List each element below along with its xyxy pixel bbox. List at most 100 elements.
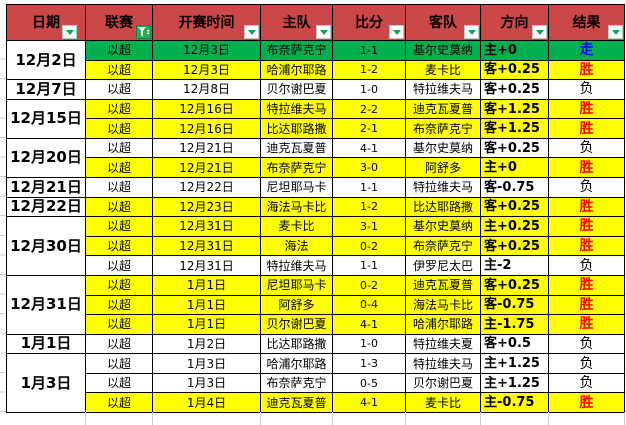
cell-away-team[interactable]: 哈浦尔耶路	[406, 315, 481, 335]
cell-kickoff-time[interactable]: 12月22日	[153, 178, 261, 198]
cell-handicap-direction[interactable]: 客+1.25	[481, 99, 549, 120]
cell-result[interactable]: 负	[549, 354, 625, 374]
column-header-home[interactable]: 主队	[261, 5, 333, 41]
date-group-cell[interactable]: 12月30日	[7, 217, 86, 276]
cell-handicap-direction[interactable]: 客+0.25	[481, 275, 549, 296]
filter-dropdown-icon[interactable]	[389, 25, 404, 39]
cell-score[interactable]: 0-2	[333, 236, 406, 257]
cell-score[interactable]: 2-2	[333, 99, 406, 120]
cell-away-team[interactable]: 阿舒多	[406, 158, 481, 179]
cell-handicap-direction[interactable]: 客-0.75	[481, 178, 549, 198]
cell-score[interactable]: 1-1	[333, 256, 406, 276]
cell-result[interactable]: 走	[549, 41, 625, 61]
date-group-cell[interactable]: 12月7日	[7, 80, 86, 100]
cell-away-team[interactable]: 布奈萨克宁	[406, 236, 481, 257]
cell-score[interactable]: 1-0	[333, 80, 406, 100]
cell-kickoff-time[interactable]: 1月1日	[153, 315, 261, 335]
cell-handicap-direction[interactable]: 客+0.25	[481, 138, 549, 159]
cell-league[interactable]: 以超	[86, 334, 153, 355]
filter-dropdown-icon[interactable]	[244, 25, 259, 39]
cell-handicap-direction[interactable]: 客-0.75	[481, 295, 549, 316]
cell-league[interactable]: 以超	[86, 158, 153, 179]
cell-league[interactable]: 以超	[86, 119, 153, 139]
cell-away-team[interactable]: 比达耶路撒	[406, 197, 481, 218]
cell-result[interactable]: 胜	[549, 158, 625, 179]
cell-handicap-direction[interactable]: 客+0.25	[481, 80, 549, 100]
cell-away-team[interactable]: 布奈萨克宁	[406, 119, 481, 139]
cell-home-team[interactable]: 布奈萨克宁	[261, 158, 333, 179]
cell-result[interactable]: 负	[549, 373, 625, 394]
cell-handicap-direction[interactable]: 主+0	[481, 158, 549, 179]
cell-result[interactable]: 胜	[549, 99, 625, 120]
cell-result[interactable]: 胜	[549, 60, 625, 81]
cell-score[interactable]: 3-1	[333, 217, 406, 237]
cell-league[interactable]: 以超	[86, 275, 153, 296]
cell-away-team[interactable]: 迪克瓦夏普	[406, 99, 481, 120]
cell-handicap-direction[interactable]: 主+1.25	[481, 373, 549, 394]
filter-dropdown-icon[interactable]	[532, 25, 547, 39]
cell-home-team[interactable]: 贝尔谢巴夏	[261, 315, 333, 335]
cell-result[interactable]: 胜	[549, 217, 625, 237]
cell-handicap-direction[interactable]: 主-1.75	[481, 315, 549, 335]
cell-kickoff-time[interactable]: 12月16日	[153, 119, 261, 139]
column-header-time[interactable]: 开赛时间	[153, 5, 261, 41]
cell-league[interactable]: 以超	[86, 41, 153, 61]
cell-score[interactable]: 4-1	[333, 393, 406, 413]
cell-away-team[interactable]: 伊罗尼太巴	[406, 256, 481, 276]
cell-kickoff-time[interactable]: 1月2日	[153, 334, 261, 355]
cell-away-team[interactable]: 特拉维夫马	[406, 178, 481, 198]
cell-score[interactable]: 3-0	[333, 158, 406, 179]
cell-result[interactable]: 胜	[549, 236, 625, 257]
column-header-league[interactable]: 联赛	[86, 5, 153, 41]
cell-handicap-direction[interactable]: 主+0.25	[481, 217, 549, 237]
date-group-cell[interactable]: 12月20日	[7, 138, 86, 179]
cell-away-team[interactable]: 特拉维夫马	[406, 354, 481, 374]
cell-kickoff-time[interactable]: 12月31日	[153, 256, 261, 276]
cell-kickoff-time[interactable]: 12月8日	[153, 80, 261, 100]
cell-away-team[interactable]: 迪克瓦夏普	[406, 275, 481, 296]
cell-result[interactable]: 负	[549, 80, 625, 100]
cell-result[interactable]: 胜	[549, 275, 625, 296]
cell-league[interactable]: 以超	[86, 236, 153, 257]
filter-dropdown-icon[interactable]	[316, 25, 331, 39]
cell-result[interactable]: 负	[549, 256, 625, 276]
cell-home-team[interactable]: 比达耶路撒	[261, 334, 333, 355]
cell-league[interactable]: 以超	[86, 99, 153, 120]
cell-away-team[interactable]: 基尔史莫纳	[406, 217, 481, 237]
cell-kickoff-time[interactable]: 12月21日	[153, 158, 261, 179]
column-header-date[interactable]: 日期	[7, 5, 86, 41]
cell-kickoff-time[interactable]: 12月21日	[153, 138, 261, 159]
cell-score[interactable]: 0-4	[333, 295, 406, 316]
cell-league[interactable]: 以超	[86, 373, 153, 394]
cell-league[interactable]: 以超	[86, 60, 153, 81]
cell-score[interactable]: 1-2	[333, 60, 406, 81]
cell-home-team[interactable]: 布奈萨克宁	[261, 41, 333, 61]
cell-handicap-direction[interactable]: 客+0.25	[481, 236, 549, 257]
date-group-cell[interactable]: 12月31日	[7, 275, 86, 335]
cell-away-team[interactable]: 基尔史莫纳	[406, 138, 481, 159]
cell-result[interactable]: 胜	[549, 393, 625, 413]
cell-score[interactable]: 4-1	[333, 138, 406, 159]
cell-home-team[interactable]: 尼坦耶马卡	[261, 275, 333, 296]
cell-league[interactable]: 以超	[86, 217, 153, 237]
cell-score[interactable]: 1-2	[333, 197, 406, 218]
cell-home-team[interactable]: 比达耶路撒	[261, 119, 333, 139]
cell-home-team[interactable]: 海法马卡比	[261, 197, 333, 218]
cell-kickoff-time[interactable]: 12月3日	[153, 60, 261, 81]
cell-home-team[interactable]: 尼坦耶马卡	[261, 178, 333, 198]
cell-kickoff-time[interactable]: 1月4日	[153, 393, 261, 413]
date-group-cell[interactable]: 12月15日	[7, 99, 86, 139]
date-group-cell[interactable]: 1月1日	[7, 334, 86, 355]
cell-home-team[interactable]: 特拉维夫马	[261, 99, 333, 120]
date-group-cell[interactable]: 1月3日	[7, 354, 86, 413]
cell-handicap-direction[interactable]: 主+0	[481, 41, 549, 61]
cell-score[interactable]: 2-1	[333, 119, 406, 139]
cell-handicap-direction[interactable]: 主-0.75	[481, 393, 549, 413]
cell-home-team[interactable]: 哈浦尔耶路	[261, 60, 333, 81]
cell-result[interactable]: 胜	[549, 119, 625, 139]
cell-handicap-direction[interactable]: 客+0.5	[481, 334, 549, 355]
cell-league[interactable]: 以超	[86, 315, 153, 335]
filter-dropdown-icon[interactable]	[62, 25, 77, 39]
cell-home-team[interactable]: 哈浦尔耶路	[261, 354, 333, 374]
cell-result[interactable]: 胜	[549, 295, 625, 316]
